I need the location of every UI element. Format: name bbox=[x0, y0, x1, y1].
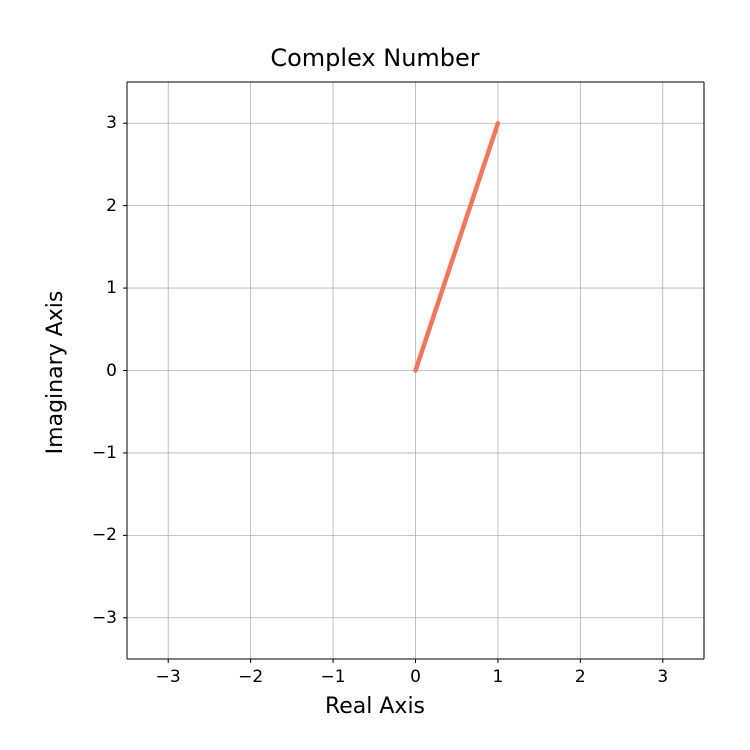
y-axis-label: Imaginary Axis bbox=[43, 84, 68, 661]
x-tick-label: −2 bbox=[238, 667, 263, 687]
x-tick-label: 2 bbox=[575, 667, 586, 687]
y-tick-label: 1 bbox=[106, 278, 117, 298]
x-tick-label: 0 bbox=[410, 667, 421, 687]
x-tick-label: 1 bbox=[493, 667, 504, 687]
y-tick-label: −2 bbox=[92, 525, 117, 545]
y-tick-label: 0 bbox=[106, 361, 117, 381]
x-axis-label: Real Axis bbox=[0, 694, 750, 719]
y-tick-label: 2 bbox=[106, 196, 117, 216]
y-tick-label: −1 bbox=[92, 443, 117, 463]
x-tick-label: −3 bbox=[156, 667, 181, 687]
y-tick-label: 3 bbox=[106, 113, 117, 133]
x-tick-label: 3 bbox=[657, 667, 668, 687]
y-tick-label: −3 bbox=[92, 608, 117, 628]
figure: Complex Number Real Axis Imaginary Axis … bbox=[0, 0, 750, 750]
x-tick-label: −1 bbox=[321, 667, 346, 687]
